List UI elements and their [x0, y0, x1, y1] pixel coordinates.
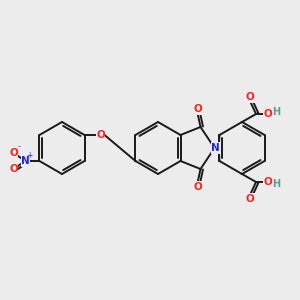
Text: O: O — [264, 177, 272, 187]
Text: O: O — [246, 92, 254, 102]
Text: O: O — [264, 109, 272, 119]
Text: +: + — [26, 152, 33, 160]
Text: O: O — [9, 164, 18, 174]
Text: O: O — [193, 104, 202, 114]
Text: O: O — [246, 194, 254, 204]
Text: N: N — [21, 156, 30, 166]
Text: N: N — [211, 143, 220, 153]
Text: -: - — [18, 142, 21, 152]
Text: H: H — [272, 107, 280, 117]
Text: O: O — [96, 130, 105, 140]
Text: H: H — [272, 179, 280, 189]
Text: O: O — [193, 182, 202, 192]
Text: O: O — [9, 148, 18, 158]
